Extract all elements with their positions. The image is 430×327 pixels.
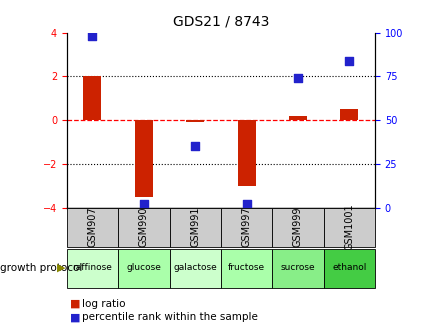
Text: raffinose: raffinose — [72, 263, 112, 272]
Text: GSM997: GSM997 — [241, 206, 251, 247]
Bar — [186, 120, 204, 122]
Bar — [323, 208, 374, 247]
Text: fructose: fructose — [227, 263, 264, 272]
Text: GSM1001: GSM1001 — [344, 203, 353, 250]
Text: GSM991: GSM991 — [190, 206, 200, 247]
Bar — [272, 208, 323, 247]
Text: ethanol: ethanol — [332, 263, 366, 272]
Bar — [169, 208, 220, 247]
Text: ■: ■ — [70, 312, 80, 322]
Point — [294, 76, 301, 81]
Bar — [272, 249, 323, 288]
Text: percentile rank within the sample: percentile rank within the sample — [82, 312, 257, 322]
Bar — [220, 249, 272, 288]
Bar — [237, 120, 255, 186]
Bar — [83, 77, 101, 120]
Bar — [118, 208, 169, 247]
Bar — [67, 249, 118, 288]
Text: ■: ■ — [70, 299, 80, 309]
Text: GSM990: GSM990 — [138, 206, 148, 247]
Point — [140, 201, 147, 207]
Text: GSM907: GSM907 — [87, 206, 97, 247]
Text: GSM999: GSM999 — [292, 206, 302, 247]
Point — [345, 58, 352, 63]
Text: growth protocol: growth protocol — [0, 263, 82, 273]
Text: glucose: glucose — [126, 263, 161, 272]
Bar — [67, 208, 118, 247]
Title: GDS21 / 8743: GDS21 / 8743 — [172, 15, 268, 29]
Bar — [340, 109, 357, 120]
Text: log ratio: log ratio — [82, 299, 125, 309]
Text: sucrose: sucrose — [280, 263, 314, 272]
Point — [243, 201, 249, 207]
Bar — [220, 208, 272, 247]
Bar — [288, 116, 306, 120]
Bar — [323, 249, 374, 288]
Bar — [135, 120, 153, 197]
Text: galactose: galactose — [173, 263, 217, 272]
Bar — [118, 249, 169, 288]
Text: ▶: ▶ — [57, 263, 66, 273]
Point — [89, 34, 96, 39]
Point — [191, 144, 198, 149]
Bar — [169, 249, 220, 288]
